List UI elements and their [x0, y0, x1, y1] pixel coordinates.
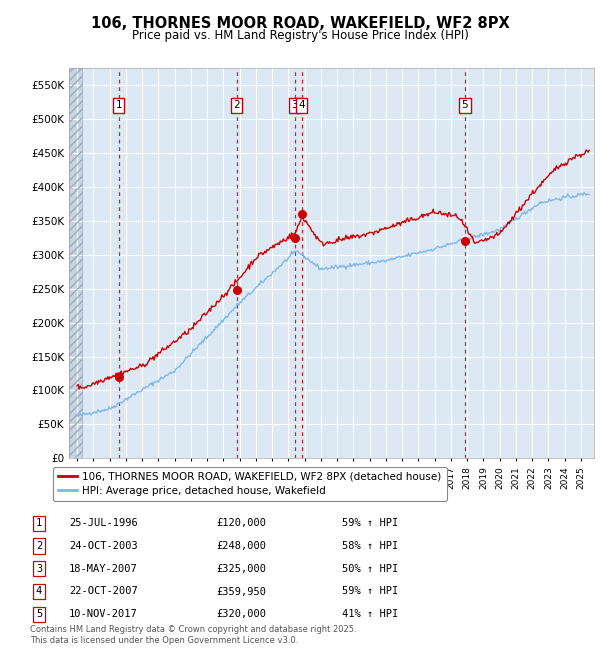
Text: 5: 5: [36, 609, 42, 619]
Text: Price paid vs. HM Land Registry's House Price Index (HPI): Price paid vs. HM Land Registry's House …: [131, 29, 469, 42]
Text: 41% ↑ HPI: 41% ↑ HPI: [342, 609, 398, 619]
Text: 22-OCT-2007: 22-OCT-2007: [69, 586, 138, 597]
Text: Contains HM Land Registry data © Crown copyright and database right 2025.
This d: Contains HM Land Registry data © Crown c…: [30, 625, 356, 645]
Text: £248,000: £248,000: [216, 541, 266, 551]
Text: 2: 2: [233, 100, 240, 110]
Text: 4: 4: [36, 586, 42, 597]
Text: £359,950: £359,950: [216, 586, 266, 597]
Text: 10-NOV-2017: 10-NOV-2017: [69, 609, 138, 619]
Text: 5: 5: [461, 100, 468, 110]
Text: 106, THORNES MOOR ROAD, WAKEFIELD, WF2 8PX: 106, THORNES MOOR ROAD, WAKEFIELD, WF2 8…: [91, 16, 509, 31]
Text: 24-OCT-2003: 24-OCT-2003: [69, 541, 138, 551]
Text: £325,000: £325,000: [216, 564, 266, 574]
Text: £320,000: £320,000: [216, 609, 266, 619]
Text: 3: 3: [36, 564, 42, 574]
Text: £120,000: £120,000: [216, 518, 266, 528]
Text: 18-MAY-2007: 18-MAY-2007: [69, 564, 138, 574]
Text: 25-JUL-1996: 25-JUL-1996: [69, 518, 138, 528]
Text: 59% ↑ HPI: 59% ↑ HPI: [342, 586, 398, 597]
Text: 2: 2: [36, 541, 42, 551]
Bar: [69, 68, 82, 458]
Text: 50% ↑ HPI: 50% ↑ HPI: [342, 564, 398, 574]
Legend: 106, THORNES MOOR ROAD, WAKEFIELD, WF2 8PX (detached house), HPI: Average price,: 106, THORNES MOOR ROAD, WAKEFIELD, WF2 8…: [53, 467, 447, 501]
Text: 4: 4: [298, 100, 305, 110]
Text: 3: 3: [291, 100, 298, 110]
Text: 1: 1: [115, 100, 122, 110]
Bar: [69, 68, 82, 458]
Text: 1: 1: [36, 518, 42, 528]
Text: 58% ↑ HPI: 58% ↑ HPI: [342, 541, 398, 551]
Text: 59% ↑ HPI: 59% ↑ HPI: [342, 518, 398, 528]
